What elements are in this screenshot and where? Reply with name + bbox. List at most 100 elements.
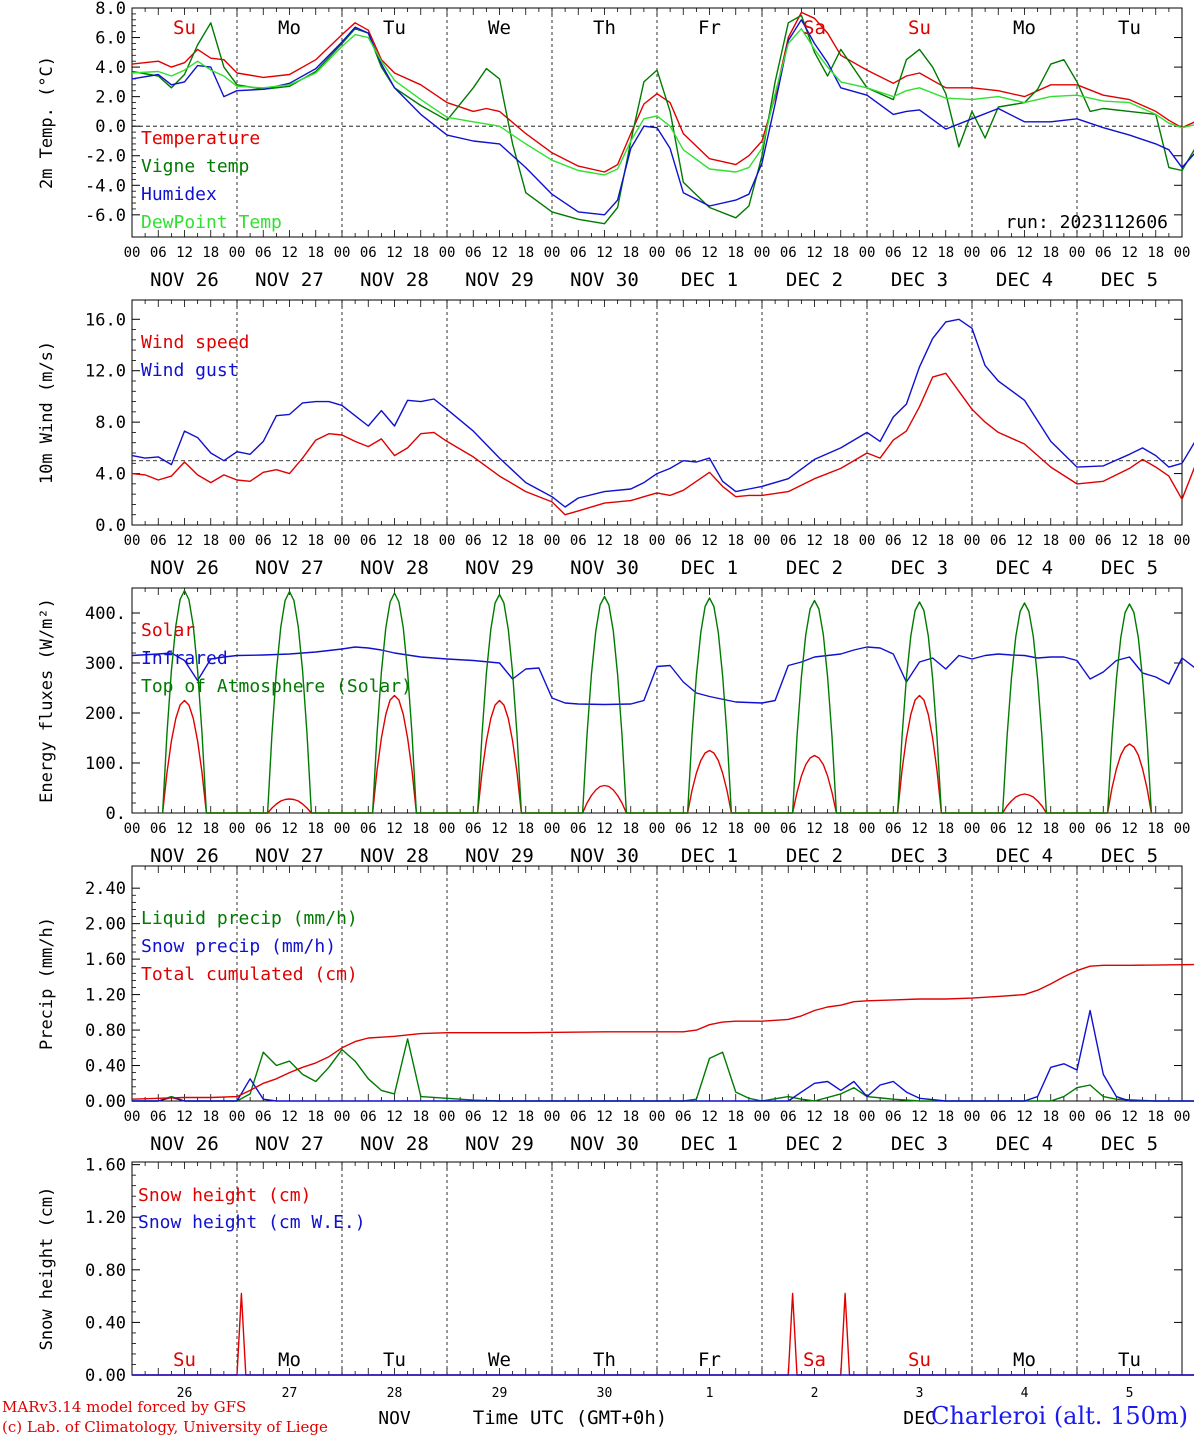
panel-4-hour-label: 00 <box>124 1109 141 1125</box>
panel-5-weekday-label: Mo <box>1013 1349 1036 1371</box>
panel-2-day-label: NOV 28 <box>360 557 429 579</box>
panel-5-weekday-label: We <box>488 1349 511 1371</box>
panel-5-weekday-label: Su <box>908 1349 931 1371</box>
panel-1-hour-label: 00 <box>229 245 246 261</box>
panel-2-day-label: DEC 5 <box>1101 557 1158 579</box>
panel-1-hour-label: 12 <box>281 245 298 261</box>
panel-4-hour-label: 12 <box>911 1109 928 1125</box>
panel-2-hour-label: 06 <box>1095 533 1112 549</box>
panel-4-hour-label: 00 <box>229 1109 246 1125</box>
panel-4-day-label: DEC 4 <box>996 1133 1053 1155</box>
panel-1-weekday-label: Su <box>173 17 196 39</box>
panel-2-hour-label: 00 <box>1174 533 1191 549</box>
panel-4-hour-label: 18 <box>517 1109 534 1125</box>
panel-1-hour-label: 00 <box>439 245 456 261</box>
panel-3-hour-label: 00 <box>334 821 351 837</box>
panel-3-hour-label: 00 <box>124 821 141 837</box>
panel-2-day-label: DEC 1 <box>681 557 738 579</box>
panel-4-hour-label: 12 <box>491 1109 508 1125</box>
panel-3-day-label: NOV 30 <box>570 845 639 867</box>
panel-4-hour-label: 00 <box>859 1109 876 1125</box>
panel-1-hour-label: 18 <box>307 245 324 261</box>
panel-1-hour-label: 00 <box>334 245 351 261</box>
panel-1-hour-label: 06 <box>570 245 587 261</box>
panel-1-weekday-label: Fr <box>698 17 721 39</box>
panel-2-series-wind-gust <box>131 318 1194 508</box>
panel-4-hour-label: 00 <box>544 1109 561 1125</box>
panel-5-ytick-label: 0.80 <box>85 1261 126 1281</box>
panel-5-ytick-label: 0.40 <box>85 1313 126 1333</box>
panel-5-weekday-label: Mo <box>278 1349 301 1371</box>
panel-2-legend-wind-gust: Wind gust <box>141 360 239 381</box>
panel-2-day-label: NOV 27 <box>255 557 324 579</box>
panel-1-ytick-label: 6.0 <box>95 29 126 49</box>
panel-1-hour-label: 18 <box>1147 245 1164 261</box>
panel-1-hour-label: 00 <box>754 245 771 261</box>
panel-3-ytick-label: 300. <box>85 654 126 674</box>
panel-3-legend-solar: Solar <box>141 620 195 641</box>
panel-1-weekday-label: Su <box>908 17 931 39</box>
panel-1-hour-label: 06 <box>675 245 692 261</box>
panel-3-day-label: NOV 26 <box>150 845 219 867</box>
panel-3-hour-label: 12 <box>176 821 193 837</box>
panel-1-weekday-label: Sa <box>803 17 826 39</box>
panel-3-hour-label: 12 <box>386 821 403 837</box>
panel-1-hour-label: 12 <box>176 245 193 261</box>
panel-1-weekday-label: Tu <box>1118 17 1141 39</box>
panel-4-hour-label: 12 <box>386 1109 403 1125</box>
panel-3-hour-label: 00 <box>1069 821 1086 837</box>
panel-1-legend-humidex: Humidex <box>141 184 217 205</box>
panel-1-ytick-label: 0.0 <box>95 117 126 137</box>
panel-2-hour-label: 12 <box>701 533 718 549</box>
panel-1-day-label: NOV 27 <box>255 269 324 291</box>
panel-1-day-label: NOV 29 <box>465 269 534 291</box>
panel-4-series-snow-precip-mm-h <box>132 1009 1194 1102</box>
model-credit: MARv3.14 model forced by GFS <box>2 1398 247 1416</box>
panel-2-hour-label: 18 <box>202 533 219 549</box>
panel-3-legend-top-of-atmosphere-solar: Top of Atmosphere (Solar) <box>141 676 412 697</box>
bottom-day-number: 1 <box>706 1386 714 1401</box>
panel-1-hour-label: 18 <box>622 245 639 261</box>
panel-1-hour-label: 18 <box>202 245 219 261</box>
panel-3-hour-label: 06 <box>990 821 1007 837</box>
panel-4-hour-label: 18 <box>1042 1109 1059 1125</box>
panel-2-ytick-label: 12.0 <box>85 362 126 382</box>
panel-3-hour-label: 18 <box>622 821 639 837</box>
panel-5-legend-snow-height-cm-w-e: Snow height (cm W.E.) <box>138 1212 366 1233</box>
panel-5-weekday-label: Tu <box>383 1349 406 1371</box>
panel-4-series-liquid-precip-mm-h <box>132 1038 1194 1102</box>
panel-2-hour-label: 00 <box>649 533 666 549</box>
panel-2-hour-label: 06 <box>990 533 1007 549</box>
panel-1-series-dewpoint-temp <box>131 28 1194 176</box>
panel-2-hour-label: 18 <box>622 533 639 549</box>
panel-5-weekday-label: Sa <box>803 1349 826 1371</box>
panel-2-hour-label: 18 <box>727 533 744 549</box>
panel-3-hour-label: 00 <box>439 821 456 837</box>
panel-4-legend-snow-precip-mm-h: Snow precip (mm/h) <box>141 936 336 957</box>
panel-3-hour-label: 06 <box>675 821 692 837</box>
panel-2-hour-label: 18 <box>832 533 849 549</box>
panel-2-ytick-label: 16.0 <box>85 310 126 330</box>
panel-2-hour-label: 06 <box>360 533 377 549</box>
panel-4-hour-label: 06 <box>570 1109 587 1125</box>
panel-4-hour-label: 00 <box>439 1109 456 1125</box>
panel-4-hour-label: 06 <box>1095 1109 1112 1125</box>
bottom-day-number: 28 <box>387 1386 403 1401</box>
panel-1-hour-label: 06 <box>1095 245 1112 261</box>
panel-3-ytick-label: 400. <box>85 604 126 624</box>
panel-3-hour-label: 12 <box>491 821 508 837</box>
panel-3-series-top-of-atmosphere-solar <box>161 589 1153 814</box>
panel-4-day-label: DEC 3 <box>891 1133 948 1155</box>
panel-4-hour-label: 12 <box>596 1109 613 1125</box>
panel-1-hour-label: 18 <box>832 245 849 261</box>
panel-4-day-label: DEC 1 <box>681 1133 738 1155</box>
bottom-day-number: 26 <box>177 1386 193 1401</box>
panel-2-hour-label: 12 <box>386 533 403 549</box>
panel-1-hour-label: 18 <box>412 245 429 261</box>
panel-3-hour-label: 06 <box>570 821 587 837</box>
panel-2-hour-label: 18 <box>1147 533 1164 549</box>
panel-4-ytick-label: 2.00 <box>85 915 126 935</box>
panel-3-hour-label: 00 <box>754 821 771 837</box>
panel-2-hour-label: 12 <box>806 533 823 549</box>
